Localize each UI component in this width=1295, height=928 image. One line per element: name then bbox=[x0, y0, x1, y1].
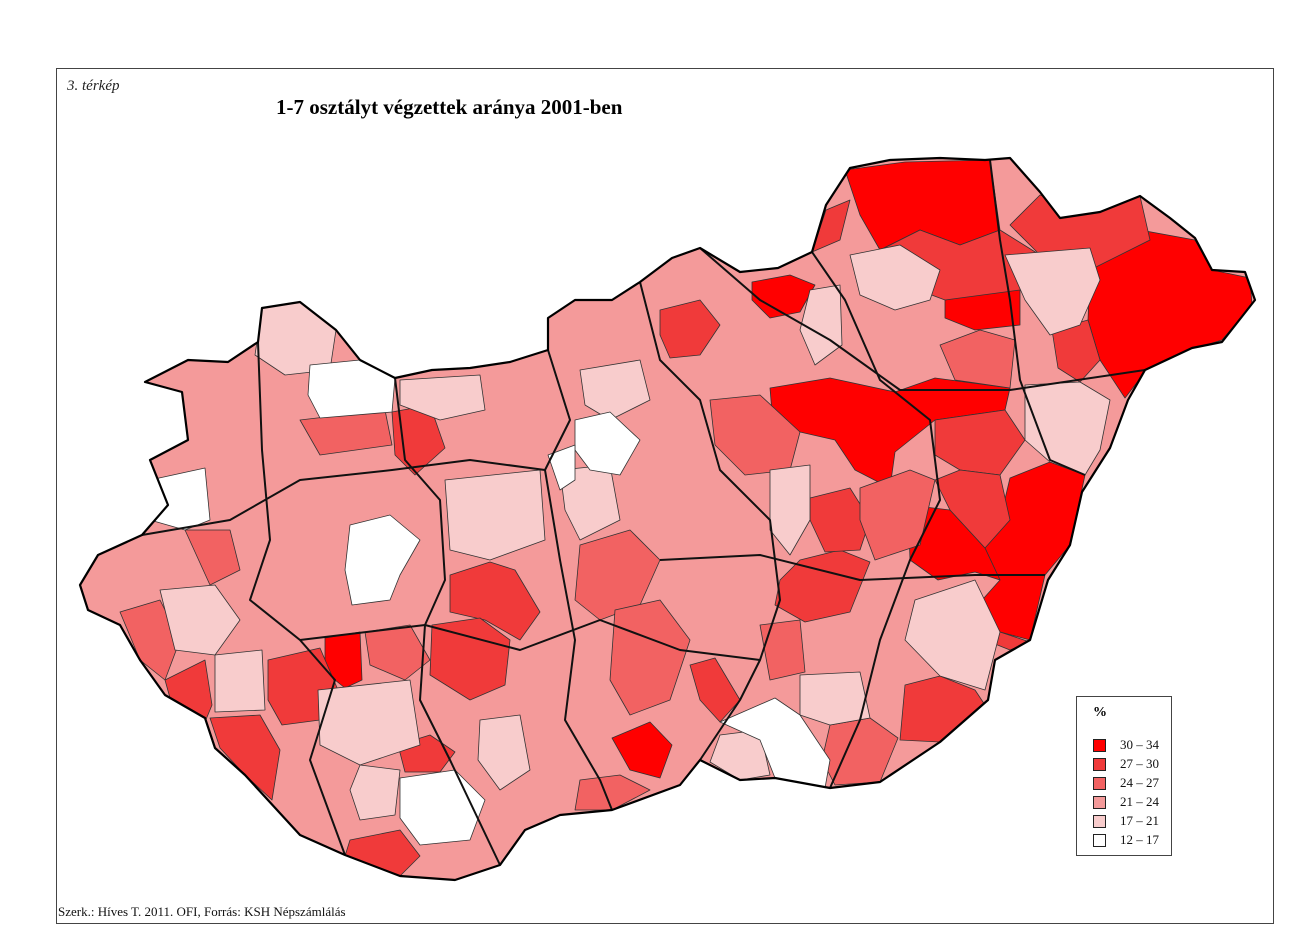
district bbox=[799, 671, 871, 726]
district bbox=[689, 657, 741, 723]
district bbox=[214, 649, 266, 713]
district bbox=[659, 299, 721, 359]
county-boundary bbox=[299, 619, 761, 661]
legend-swatch bbox=[1093, 814, 1106, 828]
district bbox=[759, 619, 806, 681]
district bbox=[774, 549, 871, 623]
district bbox=[184, 529, 241, 586]
district bbox=[444, 469, 546, 561]
district bbox=[751, 274, 816, 319]
source-credit: Szerk.: Híves T. 2011. OFI, Forrás: KSH … bbox=[58, 904, 346, 919]
legend: % 30 – 34 27 – 30 24 – 27 21 – 24 17 – 2… bbox=[1076, 696, 1172, 856]
district bbox=[349, 764, 401, 821]
legend-swatch bbox=[1093, 757, 1106, 771]
district bbox=[317, 679, 421, 766]
legend-label: 27 – 30 bbox=[1120, 756, 1159, 771]
county-boundary bbox=[699, 247, 1146, 391]
county-boundary bbox=[989, 159, 1086, 476]
district bbox=[307, 359, 396, 419]
district bbox=[611, 721, 673, 779]
district bbox=[344, 829, 421, 877]
district bbox=[399, 374, 486, 421]
county-boundary bbox=[249, 341, 346, 856]
district bbox=[159, 584, 241, 656]
district bbox=[849, 244, 941, 311]
district bbox=[904, 579, 1001, 691]
county-boundary bbox=[141, 459, 546, 536]
district bbox=[477, 714, 531, 791]
district bbox=[364, 624, 431, 681]
legend-item: 24 – 27 bbox=[1093, 775, 1159, 791]
legend-item: 27 – 30 bbox=[1093, 756, 1159, 772]
legend-item: 17 – 21 bbox=[1093, 813, 1159, 829]
legend-item: 12 – 17 bbox=[1093, 832, 1159, 848]
map-title: 1-7 osztályt végzettek aránya 2001-ben bbox=[276, 95, 623, 119]
district bbox=[1004, 247, 1101, 336]
legend-item: 30 – 34 bbox=[1093, 737, 1159, 753]
legend-swatch bbox=[1093, 795, 1106, 809]
map-number-label: 3. térkép bbox=[67, 78, 120, 94]
legend-label: 17 – 21 bbox=[1120, 813, 1159, 828]
district bbox=[164, 659, 213, 723]
legend-title: % bbox=[1093, 705, 1107, 720]
legend-label: 24 – 27 bbox=[1120, 775, 1159, 790]
district bbox=[449, 561, 541, 641]
legend-item: 21 – 24 bbox=[1093, 794, 1159, 810]
district bbox=[209, 714, 281, 801]
district bbox=[939, 329, 1016, 389]
district bbox=[574, 774, 651, 811]
district bbox=[719, 697, 831, 789]
county-boundary bbox=[639, 281, 781, 761]
legend-label: 21 – 24 bbox=[1120, 794, 1159, 809]
district bbox=[547, 444, 576, 491]
legend-label: 30 – 34 bbox=[1120, 737, 1159, 752]
county-boundary bbox=[659, 554, 1045, 581]
district bbox=[429, 617, 511, 701]
country-outline bbox=[78, 156, 1257, 882]
district bbox=[859, 469, 936, 561]
legend-swatch bbox=[1093, 776, 1106, 790]
county-boundary bbox=[811, 251, 941, 789]
district bbox=[609, 599, 691, 716]
legend-label: 12 – 17 bbox=[1120, 832, 1159, 847]
district bbox=[579, 359, 651, 421]
district bbox=[1051, 319, 1101, 383]
legend-swatch bbox=[1093, 833, 1106, 847]
legend-swatch bbox=[1093, 738, 1106, 752]
district bbox=[344, 514, 421, 606]
county-boundary bbox=[544, 349, 613, 811]
